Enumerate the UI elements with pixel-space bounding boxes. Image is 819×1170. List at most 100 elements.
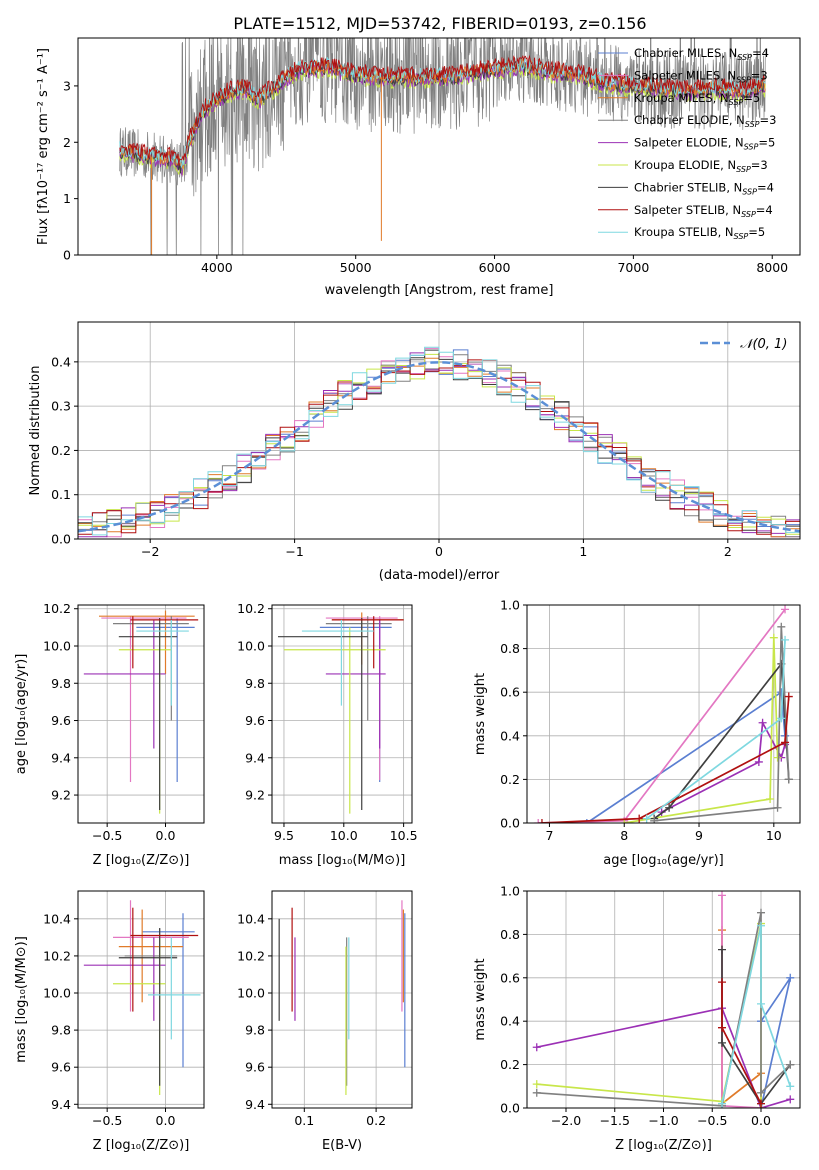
x-axis-label: Z [log₁₀(Z/Z⊙)] — [615, 1138, 712, 1153]
x-tick-label: 8000 — [756, 260, 788, 275]
series-marker-salpeter_miles — [534, 819, 543, 823]
y-axis-label: mass weight — [473, 958, 488, 1040]
x-axis-label: age [log₁₀(age/yr)] — [603, 853, 724, 868]
legend-entry: Chabrier STELIB, NSSP=4 — [634, 180, 774, 196]
x-tick-label: 7 — [545, 828, 553, 843]
series-marker-chabrier_elodie — [532, 1088, 541, 1097]
y-tick-label: 9.6 — [51, 713, 71, 728]
y-tick-label: 0.4 — [51, 354, 71, 369]
panel-residuals: −2 −1 0 1 2 0.0 0.1 0.2 0.3 0.4 𝒩(0, 1) (data-model… — [28, 321, 801, 583]
y-tick-label: 9.4 — [51, 750, 71, 765]
plot-area — [78, 322, 800, 539]
legend-entry: Salpeter ELODIE, NSSP=5 — [634, 136, 775, 152]
series-marker-salpeter_elodie — [754, 757, 763, 766]
y-tick-label: 0.6 — [500, 685, 520, 700]
y-axis-label: Normed distribution — [28, 366, 43, 496]
y-tick-label: 0.2 — [51, 443, 71, 458]
y-tick-label: 10.2 — [43, 601, 71, 616]
series-line-chabrier_elodie — [654, 626, 790, 822]
x-tick-label: 9 — [695, 828, 703, 843]
y-tick-label: 2 — [63, 135, 71, 150]
y-tick-label: 0.1 — [51, 487, 71, 502]
series-marker-salpeter_stelib — [757, 1099, 765, 1108]
y-tick-label: 0.0 — [500, 816, 520, 831]
series-marker-salpeter_miles — [718, 891, 726, 900]
axes-frame — [77, 37, 801, 256]
series-marker-chabrier_stelib — [665, 803, 674, 812]
residual-histogram-salpeter_miles — [78, 347, 800, 538]
series-marker-chabrier_elodie — [650, 816, 659, 823]
x-tick-label: −2 — [141, 544, 159, 559]
y-tick-label: 0.2 — [500, 1057, 520, 1072]
residual-histogram-kroupa_stelib — [78, 346, 800, 536]
legend-entry: Chabrier ELODIE, NSSP=3 — [634, 113, 776, 129]
y-tick-label: 10.2 — [237, 948, 265, 963]
y-tick-label: 10.0 — [43, 638, 71, 653]
series-marker-chabrier_elodie — [757, 1088, 765, 1097]
x-tick-label: 10.0 — [330, 828, 358, 843]
series-marker-kroupa_stelib — [786, 1082, 795, 1091]
x-axis-label: wavelength [Angstrom, rest frame] — [325, 283, 554, 298]
y-tick-label: 1.0 — [500, 884, 520, 899]
x-axis-label: mass [log₁₀(M/M⊙)] — [279, 853, 406, 868]
plot-area — [78, 605, 204, 823]
panel-mass_weight_vs_age: 7 8 9 10 0.0 0.2 0.4 0.6 0.8 1.0 age [log₁₀(age/yr… — [473, 598, 801, 868]
y-tick-label: 10.4 — [43, 911, 71, 926]
x-axis-label: E(B-V) — [322, 1138, 362, 1153]
normal-curve — [78, 361, 800, 533]
y-tick-label: 3 — [63, 78, 71, 93]
y-tick-label: 0 — [63, 248, 71, 263]
y-tick-label: 0.8 — [500, 641, 520, 656]
series-marker-salpeter_stelib — [781, 738, 790, 747]
axes-frame — [271, 890, 413, 1109]
y-axis-label: mass [log₁₀(M/M⊙)] — [14, 936, 29, 1063]
x-axis-label: Z [log₁₀(Z/Z⊙)] — [93, 1138, 190, 1153]
series-marker-chabrier_elodie — [784, 775, 793, 784]
x-tick-label: 0.2 — [366, 1113, 386, 1128]
series-marker-kroupa_elodie — [532, 1080, 541, 1089]
figure-title: PLATE=1512, MJD=53742, FIBERID=0193, z=0… — [233, 14, 646, 33]
y-tick-label: 0.6 — [500, 970, 520, 985]
series-line-salpeter_elodie — [536, 1007, 791, 1108]
series-marker-kroupa_stelib — [781, 635, 790, 644]
series-marker-salpeter_elodie — [786, 1095, 795, 1104]
x-tick-label: 0.0 — [156, 1113, 176, 1128]
plot-area — [527, 891, 800, 1108]
series-marker-kroupa_stelib — [757, 921, 765, 930]
series-marker-kroupa_stelib — [777, 714, 786, 723]
series-line-salpeter_stelib — [721, 982, 762, 1105]
axes-frame — [77, 890, 205, 1109]
series-marker-salpeter_elodie — [532, 1043, 541, 1052]
series-marker-kroupa_stelib — [757, 999, 765, 1008]
series-marker-kroupa_stelib — [642, 814, 651, 823]
y-tick-label: 0.2 — [500, 772, 520, 787]
axes-frame — [526, 604, 801, 824]
x-tick-label: 0 — [435, 544, 443, 559]
panel-mass_vs_Z: −0.5 0.0 9.4 9.6 9.8 10.0 10.2 10.4 Z [log₁₀(Z/Z… — [14, 890, 205, 1153]
y-tick-label: 10.0 — [237, 986, 265, 1001]
x-tick-label: 1 — [579, 544, 587, 559]
y-tick-label: 9.2 — [245, 788, 265, 803]
y-tick-label: 9.6 — [245, 1060, 265, 1075]
y-tick-label: 9.8 — [245, 1023, 265, 1038]
plot-area — [78, 891, 204, 1108]
legend-entry: Chabrier MILES, NSSP=4 — [634, 46, 769, 62]
y-tick-label: 10.0 — [237, 638, 265, 653]
x-tick-label: 7000 — [617, 260, 649, 275]
series-marker-chabrier_stelib — [718, 945, 726, 954]
model-spectrum-salpeter_stelib — [119, 54, 766, 166]
x-tick-label: −0.5 — [92, 1113, 122, 1128]
panel-mass_vs_ebv: 0.1 0.2 9.4 9.6 9.8 10.0 10.2 10.4 E(B-V) — [237, 890, 413, 1153]
x-tick-label: 10.5 — [390, 828, 418, 843]
y-tick-label: 10.2 — [237, 601, 265, 616]
axes-frame — [77, 604, 205, 824]
y-axis-label: mass weight — [473, 673, 488, 755]
axes-frame — [271, 604, 413, 824]
series-line-kroupa_miles — [721, 930, 762, 1108]
panel-mass_weight_vs_Z: −2.0 −1.5 −1.0 −0.5 0.0 0.0 0.2 0.4 0.6 0.8 1.0 Z [… — [473, 884, 801, 1153]
series-line-kroupa_elodie — [624, 637, 779, 823]
x-tick-label: 9.5 — [274, 828, 294, 843]
legend-entry: Salpeter STELIB, NSSP=4 — [634, 203, 773, 219]
x-tick-label: −1.5 — [600, 1113, 630, 1128]
